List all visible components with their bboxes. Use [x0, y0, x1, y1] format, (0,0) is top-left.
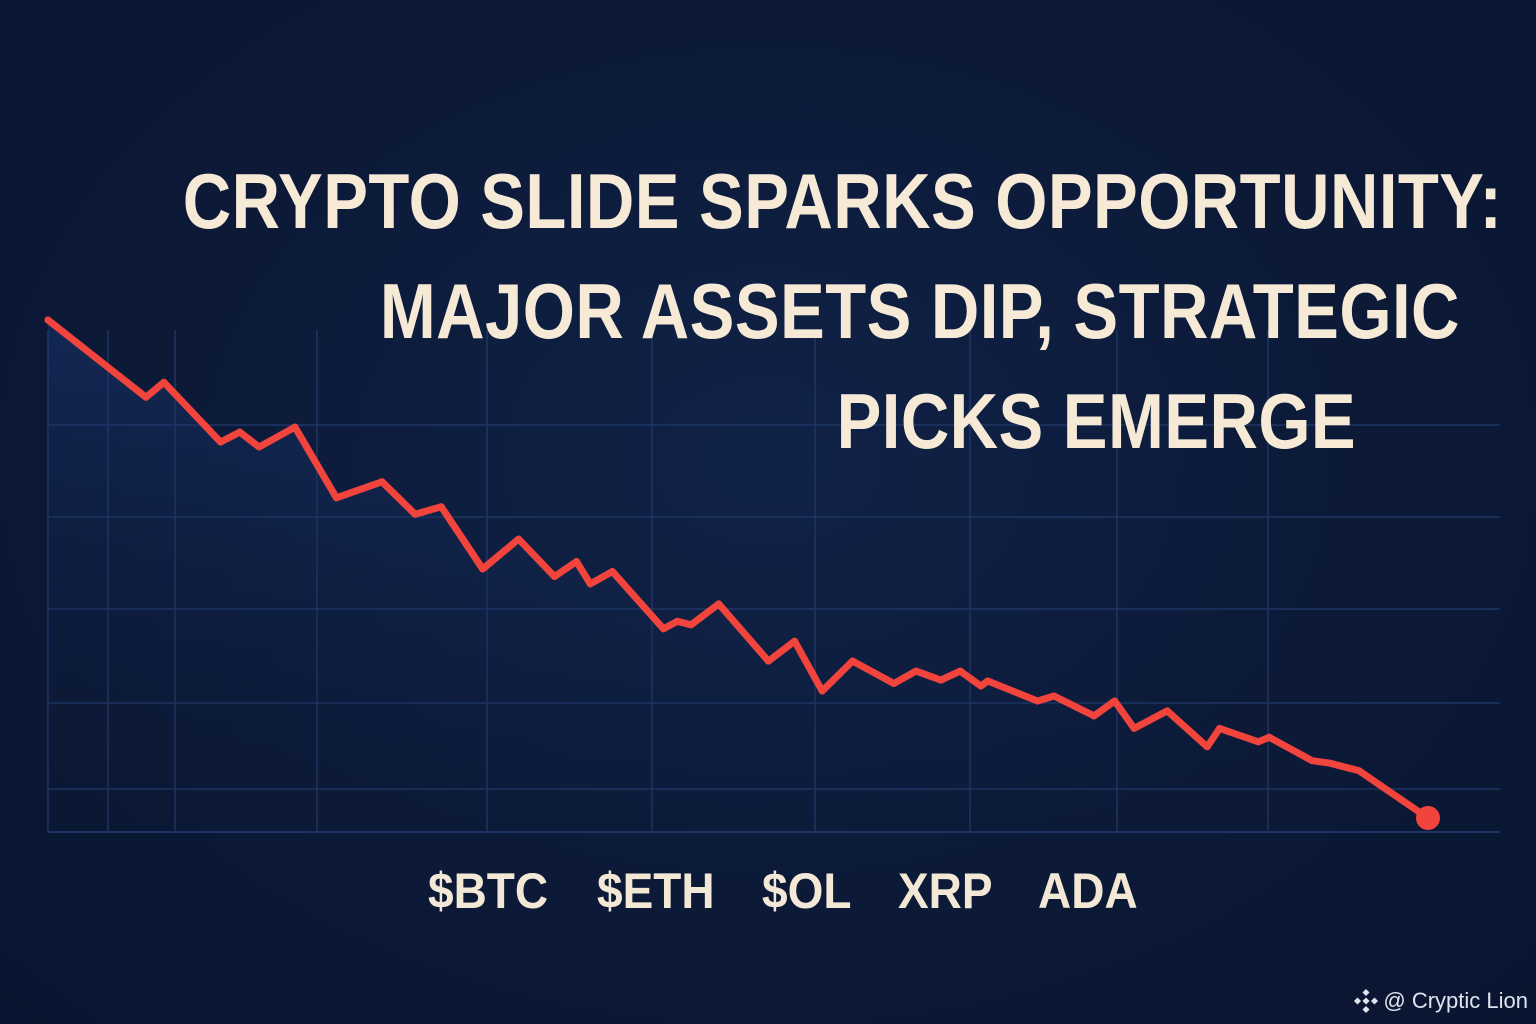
watermark-text: @ Cryptic Lion [1383, 988, 1528, 1013]
ticker-sol: $OL [762, 863, 852, 919]
data-point [1111, 697, 1119, 705]
data-point [44, 316, 52, 324]
headline-line-1: CRYPTO SLIDE SPARKS OPPORTUNITY: [182, 157, 1502, 245]
binance-logo-icon [1354, 988, 1379, 1014]
data-point [1326, 759, 1334, 767]
data-point [1034, 697, 1041, 705]
data-point [551, 573, 558, 580]
data-point [890, 680, 898, 687]
data-point [378, 478, 386, 486]
data-point [764, 657, 772, 665]
data-point [956, 667, 964, 675]
data-point [977, 682, 985, 690]
data-point [217, 438, 224, 446]
data-point [437, 503, 445, 511]
end-point-marker [1416, 806, 1440, 830]
series-points [44, 316, 1432, 822]
data-point [255, 443, 263, 451]
ticker-btc: $BTC [428, 863, 549, 919]
data-point [912, 667, 920, 675]
data-point [479, 565, 487, 573]
data-point [1355, 767, 1363, 775]
data-point [332, 494, 340, 502]
data-point [573, 558, 580, 565]
data-point [1203, 743, 1211, 751]
data-point [236, 428, 244, 436]
data-point [291, 423, 299, 431]
ticker-xrp: XRP [897, 863, 993, 919]
data-point [660, 625, 667, 633]
data-point [1163, 707, 1171, 715]
data-point [1216, 724, 1224, 732]
data-point [791, 637, 799, 645]
data-point [411, 510, 419, 518]
data-point [515, 535, 523, 543]
ticker-list: $BTC $ETH $OL XRP ADA [428, 866, 1147, 916]
ticker-ada: ADA [1038, 863, 1139, 919]
data-point [1050, 692, 1058, 700]
data-point [1130, 724, 1138, 732]
data-point [608, 568, 616, 575]
data-point [586, 580, 594, 588]
data-point [937, 676, 945, 684]
data-point [1090, 712, 1098, 720]
headline-line-2: MAJOR ASSETS DIP, STRATEGIC [379, 267, 1460, 355]
data-point [142, 393, 150, 401]
data-point [715, 600, 723, 608]
data-point [1265, 733, 1273, 741]
data-point [818, 687, 826, 695]
data-point [849, 657, 856, 665]
watermark: @ Cryptic Lion [1353, 988, 1528, 1014]
data-point [1254, 738, 1262, 746]
headline-line-3: PICKS EMERGE [836, 377, 1356, 465]
data-point [687, 621, 695, 629]
data-point [984, 677, 992, 685]
data-point [160, 378, 168, 386]
ticker-eth: $ETH [596, 863, 715, 919]
data-point [673, 617, 681, 625]
data-point [1308, 757, 1316, 765]
chart-area-fill [48, 320, 1428, 832]
